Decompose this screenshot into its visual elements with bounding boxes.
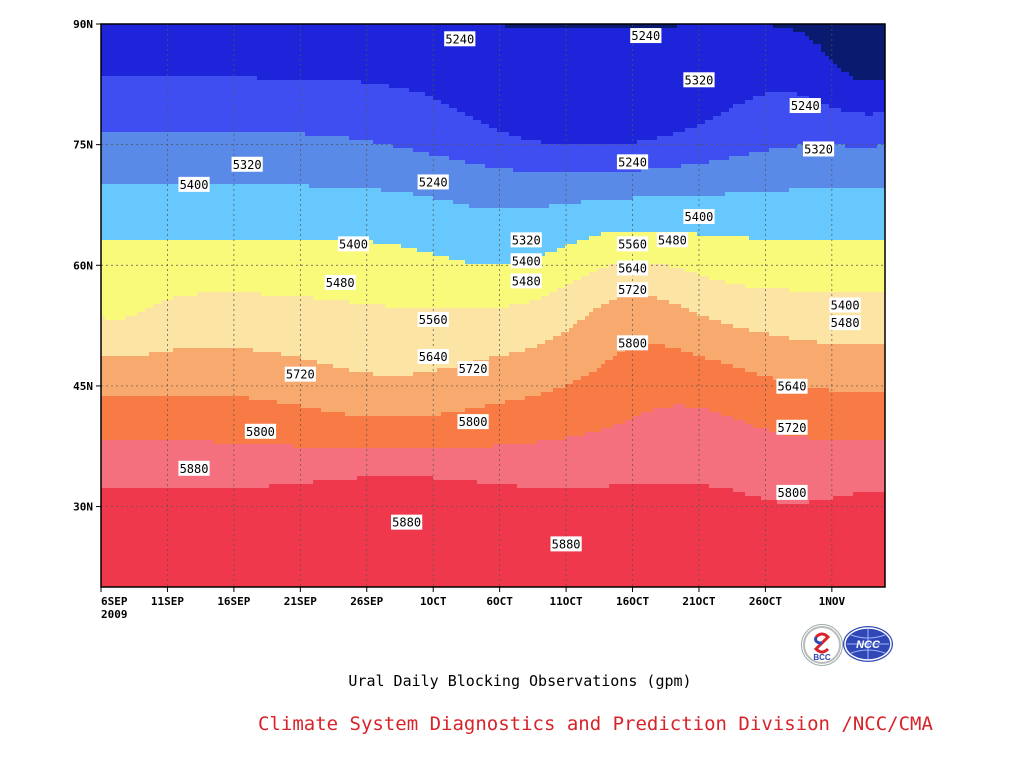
contour-label-box xyxy=(510,253,542,269)
bcc-logo: BCC xyxy=(801,624,843,666)
contour-label: 5720 xyxy=(618,283,647,297)
ncc-logo: NCC xyxy=(843,626,893,662)
contour-label: 5880 xyxy=(392,516,421,530)
contour-label-box xyxy=(616,335,649,351)
contour-label: 5640 xyxy=(778,380,807,394)
contour-label-box xyxy=(630,28,662,44)
contour-label-box xyxy=(802,141,835,157)
contour-label: 5240 xyxy=(631,29,660,43)
x-tick-label: 1NOV xyxy=(819,595,846,608)
x-tick-label: 26OCT xyxy=(749,595,782,608)
x-tick-label: 11SEP xyxy=(151,595,184,608)
x-tick-label: 26SEP xyxy=(350,595,383,608)
contour-label: 5480 xyxy=(512,274,541,288)
contour-label: 5880 xyxy=(552,537,581,551)
contour-label-box xyxy=(457,361,489,377)
x-tick-label: 1OCT xyxy=(420,595,447,608)
contour-label-box xyxy=(829,297,861,313)
contour-label: 5400 xyxy=(512,254,541,268)
contour-label: 5400 xyxy=(831,299,860,313)
contour-label-box xyxy=(231,156,263,172)
contour-label-box xyxy=(829,315,861,331)
contour-label-box xyxy=(656,232,688,248)
contour-label-box xyxy=(391,514,423,530)
contour-label: 5240 xyxy=(618,155,647,169)
contour-label: 5320 xyxy=(685,73,714,87)
logo-left-text: BCC xyxy=(813,653,831,662)
plot-frame xyxy=(100,23,886,588)
contour-label-box xyxy=(510,232,542,248)
contour-label-box xyxy=(776,378,808,394)
logo-right-text: NCC xyxy=(856,639,881,651)
contour-label-box xyxy=(616,260,649,276)
contour-label: 5800 xyxy=(778,486,807,500)
x-tick-label: 16OCT xyxy=(616,595,649,608)
contour-label: 5320 xyxy=(233,158,262,172)
contour-label: 5560 xyxy=(419,313,448,327)
contour-label: 5400 xyxy=(180,178,209,192)
contour-label: 5720 xyxy=(286,368,315,382)
contour-label: 5800 xyxy=(618,336,647,350)
year-label: 2009 xyxy=(101,608,128,621)
contour-label-box xyxy=(417,348,449,364)
contour-label: 5240 xyxy=(791,99,820,113)
contour-label: 5400 xyxy=(339,237,368,251)
x-tick-label: 6SEP xyxy=(101,595,128,608)
contour-label-box xyxy=(776,484,808,500)
contour-label: 5320 xyxy=(512,233,541,247)
contour-label: 5400 xyxy=(685,210,714,224)
contour-label-box xyxy=(178,176,210,192)
x-tick-label: 16SEP xyxy=(217,595,250,608)
y-tick-label: 75N xyxy=(73,139,93,152)
contour-label: 5240 xyxy=(419,175,448,189)
contour-label-box xyxy=(337,236,370,252)
contour-label: 5800 xyxy=(246,425,275,439)
contour-label-box xyxy=(417,311,449,327)
contour-label-box xyxy=(616,154,649,170)
contour-label-box xyxy=(457,414,489,430)
y-tick-label: 60N xyxy=(73,259,93,272)
y-tick-label: 90N xyxy=(73,18,93,31)
contour-label-box xyxy=(178,460,210,476)
contour-label-box xyxy=(683,209,715,225)
contour-label-box xyxy=(444,31,476,47)
contour-label-box xyxy=(683,72,715,88)
contour-labels: 5240 5240 5320 5240 5320 5320 5240 5400 5240 5400… xyxy=(178,28,861,552)
contour-label-box xyxy=(324,274,356,290)
contour-label: 5560 xyxy=(618,237,647,251)
x-tick-label: 6OCT xyxy=(486,595,513,608)
contour-label-box xyxy=(616,236,649,252)
chart-title: Ural Daily Blocking Observations (gpm) xyxy=(348,672,692,690)
contour-label: 5480 xyxy=(831,316,860,330)
contour-label: 5640 xyxy=(419,350,448,364)
y-tick-label: 30N xyxy=(73,501,93,514)
contour-label-box xyxy=(616,282,649,298)
contour-label: 5480 xyxy=(326,276,355,290)
filled-contours xyxy=(101,24,885,587)
contour-label-box xyxy=(417,174,449,190)
x-tick-label: 21SEP xyxy=(284,595,317,608)
contour-label: 5320 xyxy=(804,142,833,156)
contour-label-box xyxy=(789,98,821,114)
contour-label: 5800 xyxy=(459,415,488,429)
contour-label: 5240 xyxy=(445,32,474,46)
contour-label-box xyxy=(284,366,316,382)
contour-label-box xyxy=(510,273,542,289)
source-credit: Climate System Diagnostics and Predictio… xyxy=(258,713,933,735)
contour-label-box xyxy=(244,423,277,439)
x-tick-label: 11OCT xyxy=(550,595,583,608)
contour-label: 5480 xyxy=(658,233,687,247)
y-tick-label: 45N xyxy=(73,380,93,393)
contour-label: 5640 xyxy=(618,262,647,276)
x-tick-label: 21OCT xyxy=(682,595,715,608)
grid xyxy=(101,24,885,587)
contour-label: 5880 xyxy=(180,462,209,476)
contour-label-box xyxy=(550,536,582,552)
contour-label: 5720 xyxy=(459,362,488,376)
contour-label: 5720 xyxy=(778,421,807,435)
contour-label-box xyxy=(776,419,808,435)
